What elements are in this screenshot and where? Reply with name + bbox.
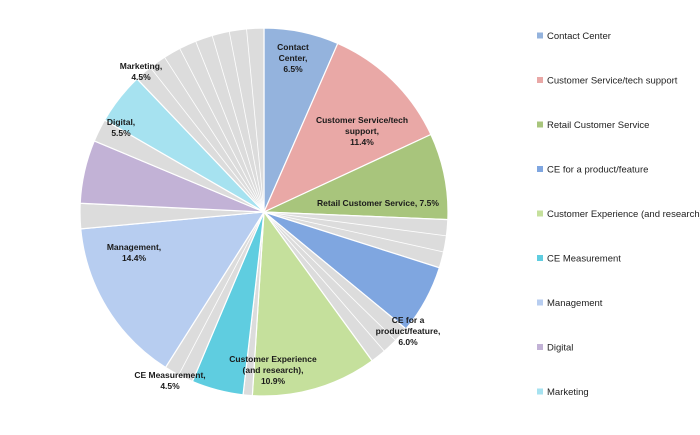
slice-divider — [263, 211, 385, 352]
slice-divider — [195, 41, 265, 213]
slice-divider — [263, 211, 396, 341]
slice-label: Digital, 5.5% — [107, 117, 135, 138]
legend-swatch — [537, 32, 543, 39]
legend: Contact Center Customer Service/tech supp… — [537, 31, 700, 398]
legend-swatch — [537, 388, 543, 395]
slice-divider — [246, 28, 265, 213]
legend-label: Digital — [547, 343, 573, 354]
slice-divider — [211, 35, 265, 213]
legend-label: CE Measurement — [547, 254, 621, 265]
slice-label: Retail Customer Service, 7.5% — [317, 198, 439, 208]
pie-slice-customer-service-tech-support — [262, 42, 432, 214]
slice-label: Customer Service/tech support, 11.4% — [316, 115, 408, 147]
pie-slice-customer-experience-and-research — [251, 210, 373, 397]
slice-labels: Contact Center, 6.5% Customer Service/tech s… — [107, 42, 441, 391]
legend-swatch — [537, 121, 543, 128]
slice-label: Marketing, 4.5% — [120, 61, 163, 82]
legend-label: Customer Experience (and research) — [547, 209, 700, 220]
slice-divider — [228, 31, 265, 213]
slice-label: Contact Center, 6.5% — [277, 42, 309, 74]
legend-swatch — [537, 344, 543, 350]
slice-label: Management, 14.4% — [107, 242, 161, 263]
legend-swatch — [537, 255, 543, 261]
legend-swatch — [537, 299, 543, 306]
legend-label: CE for a product/feature — [547, 165, 648, 176]
slice-divider — [178, 211, 265, 376]
legend-label: Customer Service/tech support — [547, 76, 678, 87]
slice-label: Customer Experience (and research), 10.9% — [229, 354, 317, 386]
legend-label: Contact Center — [547, 31, 611, 42]
legend-label: Retail Customer Service — [547, 120, 649, 131]
slice-divider — [164, 56, 265, 213]
slice-divider — [263, 211, 447, 237]
slice-label: CE Measurement, 4.5% — [134, 370, 205, 391]
slice-divider — [263, 211, 444, 253]
pie-slices — [79, 27, 449, 397]
slice-label: CE for a product/feature, 6.0% — [376, 315, 441, 347]
slice-divider — [179, 48, 265, 213]
legend-label: Management — [547, 298, 603, 309]
legend-swatch — [537, 210, 543, 217]
pie-slice-management — [80, 211, 266, 369]
legend-swatch — [537, 166, 543, 172]
legend-label: Marketing — [547, 387, 589, 398]
slice-divider — [149, 67, 265, 213]
legend-swatch — [537, 77, 543, 83]
